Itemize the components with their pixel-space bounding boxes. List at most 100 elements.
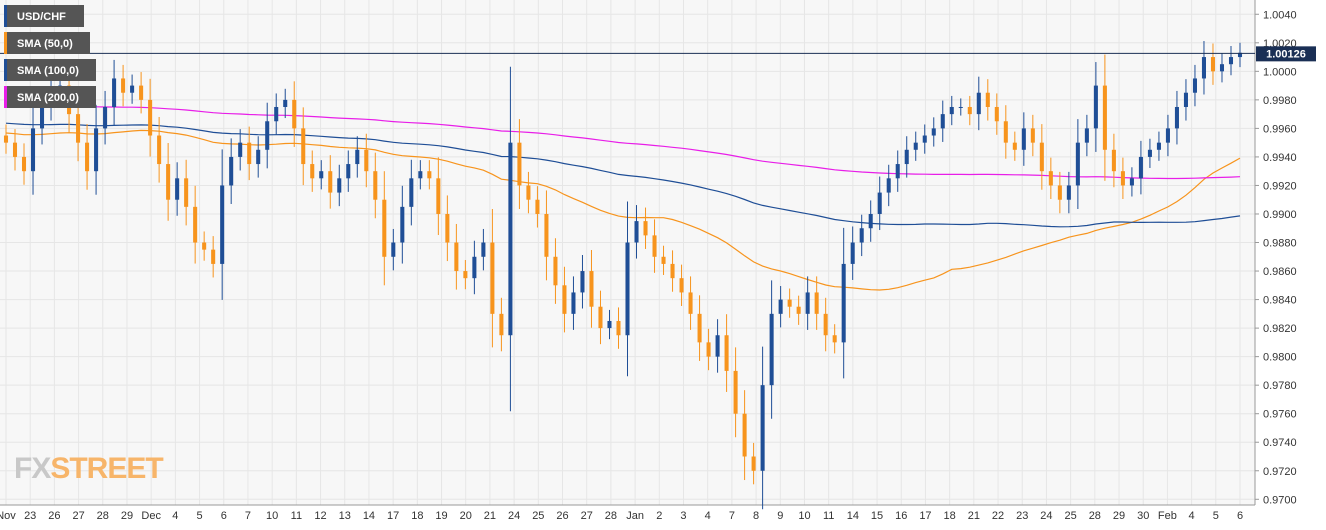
candle-body [1174, 106, 1179, 129]
candle-body [1012, 142, 1017, 150]
candle [1210, 43, 1216, 85]
candle [760, 346, 765, 510]
candle [1111, 133, 1116, 188]
candle-body [1021, 128, 1026, 150]
candles [3, 41, 1243, 510]
candle-body [760, 385, 765, 471]
x-tick-label: Nov [0, 510, 16, 522]
candle [175, 162, 180, 216]
x-tick-label: 23 [1016, 510, 1028, 522]
candle [1192, 64, 1197, 107]
candle-body [400, 206, 405, 243]
candle [130, 74, 135, 104]
candle [211, 236, 216, 278]
candle [940, 100, 945, 142]
candle-body [1138, 156, 1143, 179]
x-tick-label: 6 [1237, 510, 1243, 522]
candle-body [21, 156, 27, 172]
x-tick-label: 29 [121, 510, 133, 522]
candle [274, 93, 279, 135]
candle-body [499, 313, 504, 336]
y-tick-label: 0.9760 [1263, 409, 1297, 421]
candle [895, 150, 900, 192]
candle-body [1201, 57, 1206, 79]
candle-body [535, 199, 540, 214]
candle-body [1237, 52, 1243, 58]
candle [715, 319, 720, 373]
candle [247, 126, 252, 181]
candle [751, 442, 756, 485]
candle [30, 104, 36, 195]
candle-body [256, 149, 261, 165]
legend-symbol-label: USD/CHF [17, 11, 66, 23]
x-tick-label: Jan [626, 510, 644, 522]
candle [778, 286, 783, 328]
candle [796, 295, 801, 325]
candle-body [949, 106, 954, 115]
candle [454, 223, 459, 290]
candle [148, 78, 153, 157]
candle [706, 328, 711, 371]
x-tick-label: 28 [1089, 510, 1101, 522]
x-tick-label: 11 [291, 510, 302, 522]
candle [994, 93, 999, 135]
candle [607, 309, 612, 340]
candle-body [1228, 57, 1234, 65]
legend-item-sma-100: SMA (100,0) [4, 59, 96, 81]
candle-body [607, 320, 612, 329]
candle [337, 164, 342, 207]
candle [589, 250, 594, 328]
candle [1093, 62, 1098, 152]
fxstreet-logo: FXSTREET [14, 452, 164, 485]
candle [616, 307, 621, 349]
y-tick-label: 0.9980 [1263, 95, 1297, 107]
candle-body [877, 192, 882, 214]
candle [724, 314, 729, 392]
candle-body [742, 413, 747, 457]
candle-body [1093, 85, 1098, 129]
candle [21, 143, 27, 185]
candle-body [1219, 64, 1225, 72]
candle-body [751, 456, 756, 471]
x-tick-label: 19 [435, 510, 447, 522]
candle [12, 129, 18, 171]
x-tick-label: 3 [680, 510, 686, 522]
x-tick-label: 27 [72, 510, 84, 522]
candle-body [193, 206, 198, 243]
candle-body [1066, 185, 1071, 200]
candle [238, 129, 243, 171]
candle-body [553, 256, 558, 286]
y-tick-label: 0.9820 [1263, 323, 1297, 335]
candle [1120, 157, 1125, 200]
candle-body [517, 142, 522, 186]
y-tick-label: 1.0000 [1263, 66, 1297, 78]
candle-body [364, 149, 369, 172]
candle-body [850, 242, 855, 264]
sma-100-line [5, 122, 1241, 228]
candle [553, 238, 558, 304]
candle [823, 297, 828, 352]
y-tick-label: 0.9940 [1263, 152, 1297, 164]
candle [1066, 171, 1071, 214]
candle [967, 95, 972, 126]
candle-body [769, 313, 774, 386]
x-tick-label: 21 [484, 510, 496, 522]
candle-body [706, 342, 711, 357]
candle-body [103, 106, 108, 129]
candle [805, 276, 810, 330]
candle-body [355, 149, 360, 165]
candle-body [580, 271, 585, 293]
candle [112, 59, 117, 126]
candle [418, 160, 423, 190]
candle [535, 186, 540, 228]
candle-body [1075, 142, 1080, 186]
candle-body [508, 142, 513, 336]
candle-body [283, 99, 288, 107]
candle-body [1030, 128, 1035, 143]
candle-body [679, 278, 684, 293]
candle-body [697, 313, 702, 343]
x-tick-label: 15 [871, 510, 883, 522]
sma-50-line [5, 129, 1241, 291]
candle [382, 171, 387, 286]
x-tick-label: 25 [1065, 510, 1077, 522]
